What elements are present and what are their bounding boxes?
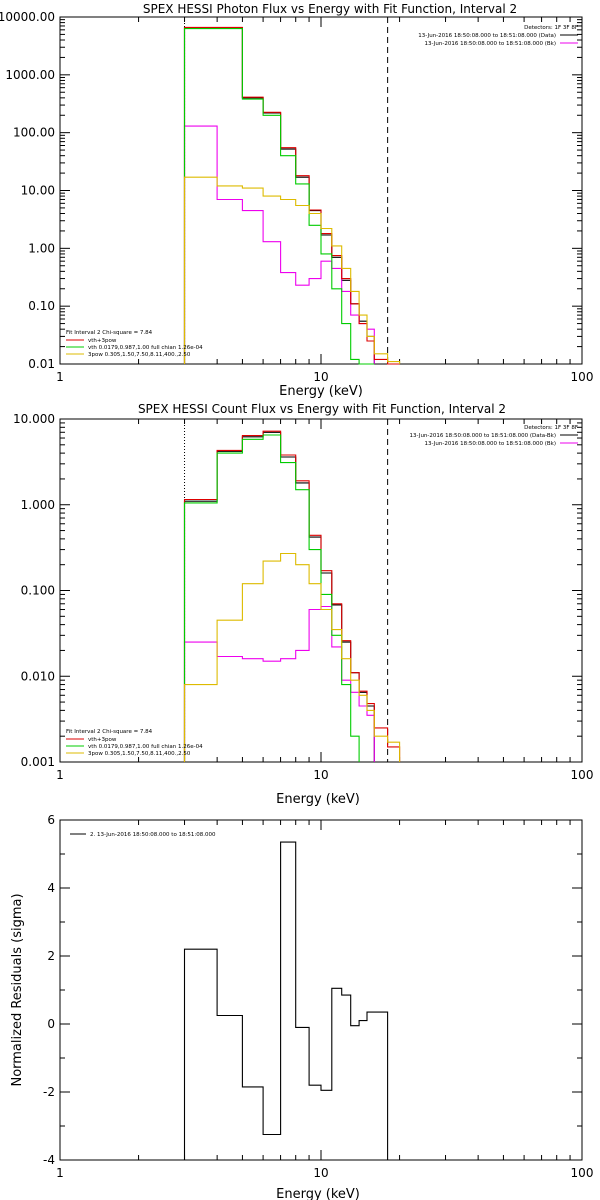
photon-series	[183, 26, 401, 365]
count-y-ticks: 0.001 0.010 0.100 1.000 10.000	[13, 412, 582, 769]
photon-x-tick-label: 1	[56, 370, 64, 384]
residuals-y-tick-label: 0	[47, 1017, 55, 1031]
photon-series-3pow	[183, 176, 401, 364]
photon-y-ticks: 0.01 0.10 1.00 10.00 100.00 1000.00 10000.00	[0, 10, 582, 371]
photon-bk-interval-label: 13-Jun-2016 18:50:08.000 to 18:51:08.000…	[424, 41, 556, 47]
count-y-tick-label: 0.100	[21, 584, 55, 598]
residuals-y-tick-label: 2	[47, 949, 55, 963]
residuals-legend-text: 2. 13-Jun-2016 18:50:08.000 to 18:51:08.…	[90, 832, 216, 838]
count-series	[183, 430, 401, 762]
photon-y-tick-label: 10000.00	[0, 10, 55, 24]
count-x-tick-label: 100	[571, 768, 594, 782]
photon-y-tick-label: 10.00	[21, 184, 55, 198]
count-data-interval-label: 13-Jun-2016 18:50:08.000 to 18:51:08.000…	[410, 433, 556, 439]
count-series-3pow	[183, 552, 401, 762]
count-header-text: Detectors: 1F 3F 8F 13-Jun-2016 18:50:08…	[410, 425, 578, 447]
photon-fit-text: Fit Interval 2 Chi-square = 7.84 vth+3po…	[66, 330, 203, 358]
residuals-x-tick-label: 1	[56, 1166, 64, 1180]
photon-fit-vth: vth 0.0179,0.987,1.00 full chian 1.26e-0…	[88, 345, 203, 351]
residuals-y-tick-label: 6	[47, 813, 55, 827]
panel-count-flux: SPEX HESSI Count Flux vs Energy with Fit…	[13, 402, 593, 807]
photon-data-interval-label: 13-Jun-2016 18:50:08.000 to 18:51:08.000…	[418, 33, 556, 39]
photon-x-tick-label: 10	[313, 370, 328, 384]
photon-detectors-label: Detectors: 1F 3F 8F	[524, 25, 578, 31]
photon-x-ticks: 1 10 100	[56, 17, 593, 384]
count-x-tick-label: 10	[313, 768, 328, 782]
count-y-tick-label: 0.001	[21, 755, 55, 769]
count-series-vth	[183, 434, 360, 762]
residuals-y-tick-label: 4	[47, 881, 55, 895]
photon-plot-title: SPEX HESSI Photon Flux vs Energy with Fi…	[143, 2, 517, 16]
photon-y-tick-label: 100.00	[13, 126, 55, 140]
count-series-bk	[183, 605, 375, 762]
residuals-series	[183, 841, 389, 1160]
photon-fit-3pow: 3pow 0.305,1.50,7.50,8.11,400.,2.50	[88, 352, 191, 358]
photon-series-vth	[183, 28, 375, 365]
count-fit-vth: vth 0.0179,0.987,1.00 full chian 1.26e-0…	[88, 744, 203, 750]
photon-x-tick-label: 100	[571, 370, 594, 384]
residuals-y-axis-label: Normalized Residuals (sigma)	[10, 893, 25, 1086]
panel-residuals: -4 -2 0 2 4 6 1 10 100 2. 13-Jun-2016 18:50:08.…	[10, 813, 593, 1200]
photon-y-tick-label: 1000.00	[5, 68, 55, 82]
residuals-y-ticks: -4 -2 0 2 4 6	[43, 813, 582, 1167]
count-y-tick-label: 0.010	[21, 669, 55, 683]
count-bk-interval-label: 13-Jun-2016 18:50:08.000 to 18:51:08.000…	[424, 441, 556, 447]
count-fit-3pow: 3pow 0.305,1.50,7.50,8.11,400.,2.50	[88, 751, 191, 757]
photon-x-axis-label: Energy (keV)	[279, 384, 363, 399]
residuals-x-ticks: 1 10 100	[56, 820, 593, 1180]
residuals-x-tick-label: 100	[571, 1166, 594, 1180]
count-x-tick-label: 1	[56, 768, 64, 782]
count-fit-model: vth+3pow	[88, 737, 117, 743]
residuals-x-axis-label: Energy (keV)	[276, 1187, 360, 1200]
count-detectors-label: Detectors: 1F 3F 8F	[524, 425, 578, 431]
residuals-x-tick-label: 10	[313, 1166, 328, 1180]
count-x-axis-label: Energy (keV)	[276, 792, 360, 807]
residuals-y-tick-label: -2	[43, 1085, 55, 1099]
photon-fit-chisq: Fit Interval 2 Chi-square = 7.84	[66, 330, 153, 336]
count-y-tick-label: 10.000	[13, 412, 55, 426]
panel-photon-flux: SPEX HESSI Photon Flux vs Energy with Fi…	[0, 2, 593, 399]
photon-fit-model: vth+3pow	[88, 338, 117, 344]
residuals-y-tick-label: -4	[43, 1153, 55, 1167]
count-plot-title: SPEX HESSI Count Flux vs Energy with Fit…	[138, 402, 506, 416]
photon-y-tick-label: 0.01	[28, 357, 55, 371]
count-x-ticks: 1 10 100	[56, 419, 593, 782]
photon-header-text: Detectors: 1F 3F 8F 13-Jun-2016 18:50:08…	[418, 25, 578, 47]
photon-y-tick-label: 1.00	[28, 241, 55, 255]
count-y-tick-label: 1.000	[21, 498, 55, 512]
photon-series-vth-3pow	[183, 26, 400, 365]
count-fit-text: Fit Interval 2 Chi-square = 7.84 vth+3po…	[66, 729, 203, 757]
count-fit-chisq: Fit Interval 2 Chi-square = 7.84	[66, 729, 153, 735]
count-series-vth-3pow	[183, 430, 401, 762]
photon-y-tick-label: 0.10	[28, 299, 55, 313]
residuals-series-residuals	[183, 841, 389, 1160]
